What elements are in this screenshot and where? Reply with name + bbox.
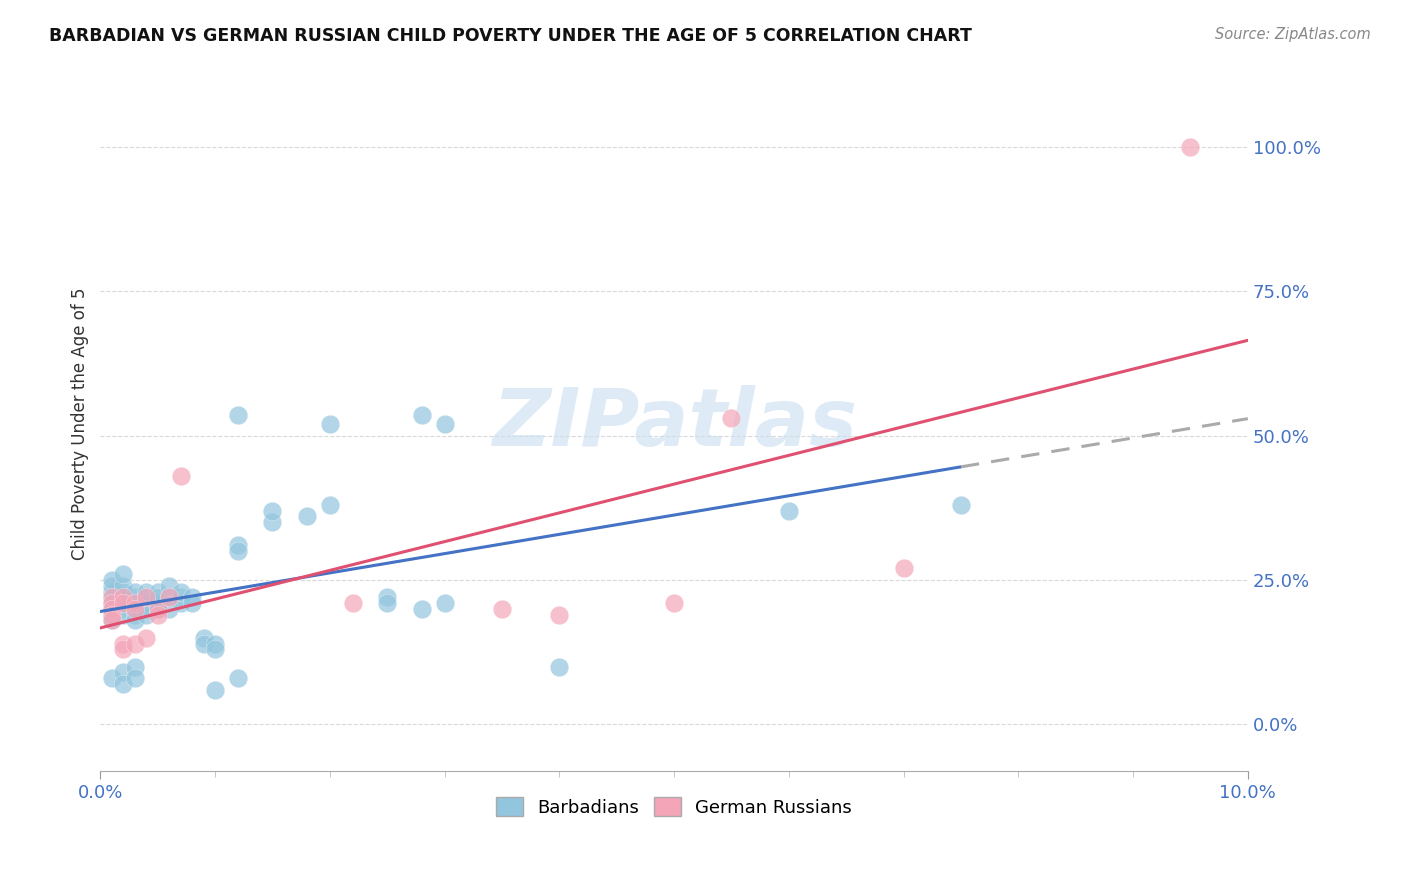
Point <box>124 596 146 610</box>
Point <box>112 665 135 680</box>
Point <box>101 607 124 622</box>
Point <box>124 614 146 628</box>
Point <box>411 409 433 423</box>
Point <box>112 584 135 599</box>
Point <box>101 579 124 593</box>
Point <box>226 409 249 423</box>
Point <box>101 614 124 628</box>
Point <box>170 591 193 605</box>
Point <box>949 498 972 512</box>
Point <box>491 602 513 616</box>
Point <box>181 596 204 610</box>
Point <box>342 596 364 610</box>
Point <box>193 631 215 645</box>
Point <box>101 607 124 622</box>
Point <box>720 411 742 425</box>
Point <box>112 607 135 622</box>
Point <box>226 544 249 558</box>
Point <box>124 602 146 616</box>
Point <box>433 596 456 610</box>
Point <box>135 607 157 622</box>
Y-axis label: Child Poverty Under the Age of 5: Child Poverty Under the Age of 5 <box>72 288 89 560</box>
Point <box>112 642 135 657</box>
Point <box>375 591 398 605</box>
Point <box>157 602 180 616</box>
Point <box>146 591 169 605</box>
Point <box>319 498 342 512</box>
Point <box>135 631 157 645</box>
Point <box>433 417 456 431</box>
Point <box>226 538 249 552</box>
Point <box>146 607 169 622</box>
Point <box>157 591 180 605</box>
Point <box>112 591 135 605</box>
Point <box>226 671 249 685</box>
Point <box>170 469 193 483</box>
Point <box>112 591 135 605</box>
Point <box>101 596 124 610</box>
Point <box>124 584 146 599</box>
Point <box>112 602 135 616</box>
Point <box>157 591 180 605</box>
Point <box>101 596 124 610</box>
Point <box>146 602 169 616</box>
Point <box>101 614 124 628</box>
Point <box>112 637 135 651</box>
Point <box>112 596 135 610</box>
Point <box>135 602 157 616</box>
Text: BARBADIAN VS GERMAN RUSSIAN CHILD POVERTY UNDER THE AGE OF 5 CORRELATION CHART: BARBADIAN VS GERMAN RUSSIAN CHILD POVERT… <box>49 27 972 45</box>
Point <box>101 591 124 605</box>
Point <box>375 596 398 610</box>
Text: ZIPatlas: ZIPatlas <box>492 385 856 463</box>
Point <box>101 573 124 587</box>
Point <box>124 637 146 651</box>
Point <box>124 596 146 610</box>
Point <box>135 591 157 605</box>
Point <box>548 607 571 622</box>
Point <box>662 596 685 610</box>
Point <box>204 637 226 651</box>
Point <box>146 602 169 616</box>
Point <box>262 516 284 530</box>
Point <box>893 561 915 575</box>
Point <box>146 596 169 610</box>
Point <box>319 417 342 431</box>
Point <box>135 584 157 599</box>
Point <box>135 591 157 605</box>
Point <box>146 584 169 599</box>
Point <box>124 591 146 605</box>
Point <box>112 579 135 593</box>
Point <box>101 602 124 616</box>
Point <box>135 596 157 610</box>
Point <box>204 642 226 657</box>
Point <box>1180 140 1202 154</box>
Point <box>112 677 135 691</box>
Point <box>170 584 193 599</box>
Point <box>411 602 433 616</box>
Point <box>101 671 124 685</box>
Point <box>112 567 135 582</box>
Point <box>101 584 124 599</box>
Point <box>101 591 124 605</box>
Point <box>778 504 800 518</box>
Point <box>157 579 180 593</box>
Point <box>124 607 146 622</box>
Point <box>548 659 571 673</box>
Text: Source: ZipAtlas.com: Source: ZipAtlas.com <box>1215 27 1371 42</box>
Point <box>193 637 215 651</box>
Legend: Barbadians, German Russians: Barbadians, German Russians <box>489 790 859 824</box>
Point <box>170 596 193 610</box>
Point <box>124 602 146 616</box>
Point <box>124 659 146 673</box>
Point <box>295 509 318 524</box>
Point <box>262 504 284 518</box>
Point <box>101 602 124 616</box>
Point <box>204 682 226 697</box>
Point <box>112 596 135 610</box>
Point <box>181 591 204 605</box>
Point <box>124 671 146 685</box>
